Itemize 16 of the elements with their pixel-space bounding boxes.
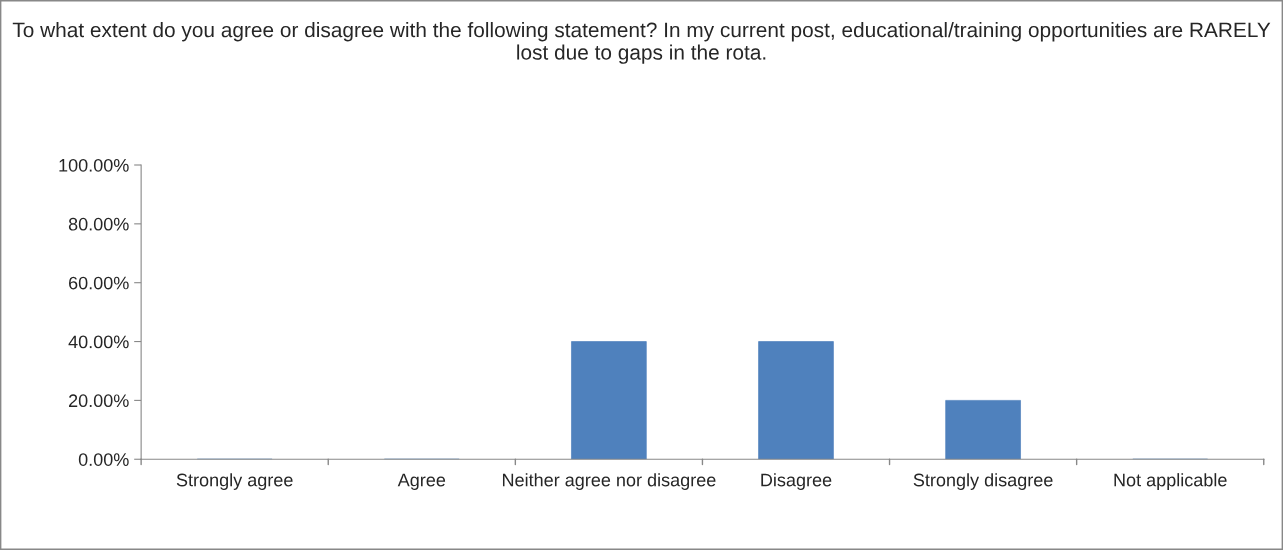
bar [758,341,834,460]
x-tick-label: Strongly agree [176,473,293,490]
y-tick-label: 0.00% [78,453,129,466]
chart-title: To what extent do you agree or disagree with the following statement? In my current post, educational/training opportunities are RARELY lost due to gaps in the rota. [12,22,1271,64]
x-tick-label: Not applicable [1114,473,1227,490]
x-tick-label: Agree [397,473,446,490]
x-tick-label: Disagree [761,473,832,490]
y-tick-label: 20.00% [69,394,129,408]
bar [945,400,1021,460]
x-tick-label: Neither agree nor disagree [502,473,716,490]
y-tick-label: 80.00% [68,217,129,231]
y-tick-label: 60.00% [69,276,129,290]
y-tick-label: 100.00% [59,158,129,172]
y-tick-label: 40.00% [68,335,129,349]
x-tick-label: Strongly disagree [913,473,1053,490]
bar [571,341,647,460]
